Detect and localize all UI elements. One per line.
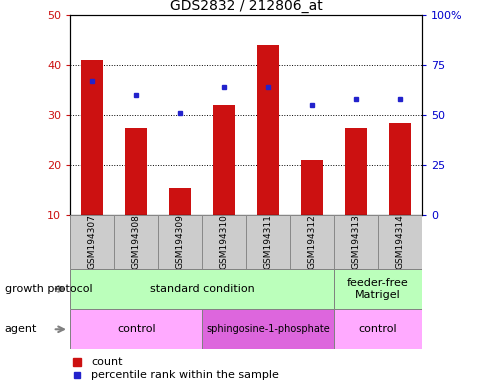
Text: standard condition: standard condition xyxy=(150,284,254,294)
Text: GSM194311: GSM194311 xyxy=(263,215,272,269)
Bar xyxy=(202,215,245,269)
Bar xyxy=(81,60,103,215)
Bar xyxy=(70,215,114,269)
Text: feeder-free
Matrigel: feeder-free Matrigel xyxy=(347,278,408,300)
Bar xyxy=(245,215,289,269)
Text: count: count xyxy=(91,356,122,367)
Bar xyxy=(301,160,322,215)
Bar xyxy=(125,127,147,215)
Bar xyxy=(114,215,158,269)
Bar xyxy=(169,187,191,215)
Bar xyxy=(333,309,421,349)
Text: percentile rank within the sample: percentile rank within the sample xyxy=(91,370,279,381)
Text: GSM194307: GSM194307 xyxy=(88,215,97,269)
Text: control: control xyxy=(117,324,155,334)
Bar xyxy=(70,269,333,309)
Text: sphingosine-1-phosphate: sphingosine-1-phosphate xyxy=(206,324,329,334)
Bar xyxy=(333,215,377,269)
Bar xyxy=(344,127,366,215)
Text: GSM194314: GSM194314 xyxy=(394,215,404,269)
Bar xyxy=(257,45,278,215)
Bar xyxy=(388,123,410,215)
Text: growth protocol: growth protocol xyxy=(5,284,92,294)
Bar xyxy=(333,269,421,309)
Bar xyxy=(289,215,333,269)
Text: GSM194312: GSM194312 xyxy=(307,215,316,269)
Text: control: control xyxy=(358,324,396,334)
Text: agent: agent xyxy=(5,324,37,334)
Bar xyxy=(213,105,235,215)
Bar xyxy=(377,215,421,269)
Text: GSM194313: GSM194313 xyxy=(351,215,360,269)
Text: GSM194308: GSM194308 xyxy=(132,215,140,269)
Title: GDS2832 / 212806_at: GDS2832 / 212806_at xyxy=(169,0,322,13)
Text: GSM194309: GSM194309 xyxy=(175,215,184,269)
Bar xyxy=(158,215,202,269)
Text: GSM194310: GSM194310 xyxy=(219,215,228,269)
Bar xyxy=(202,309,333,349)
Bar xyxy=(70,309,202,349)
